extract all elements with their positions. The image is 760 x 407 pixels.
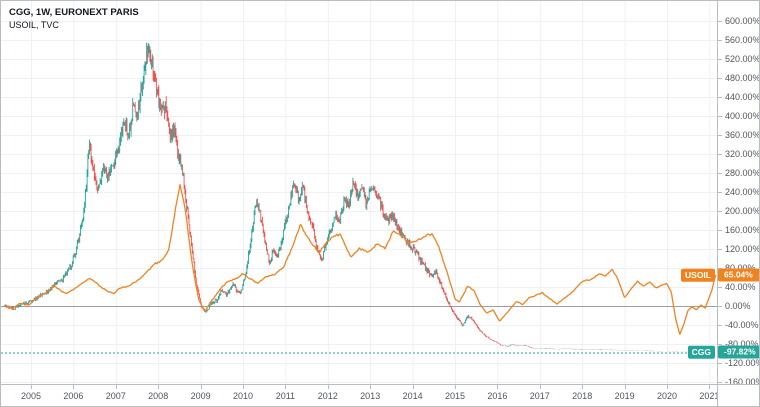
chart-canvas [1, 1, 717, 384]
price-tick-label: 200.00% [725, 206, 760, 216]
time-tick-mark [285, 385, 287, 389]
price-tick-label: 400.00% [725, 111, 760, 121]
price-tick-mark [718, 268, 722, 269]
chart-legend: CGG, 1W, EURONEXT PARIS USOIL, TVC [9, 7, 139, 31]
time-tick-label: 2019 [614, 391, 635, 401]
price-tick-mark [718, 249, 722, 250]
time-tick-label: 2016 [487, 391, 508, 401]
price-tick-label: 160.00% [725, 225, 760, 235]
usoil-line [4, 183, 717, 335]
price-tick-mark [718, 21, 722, 22]
price-tick-mark [718, 78, 722, 79]
price-tick-label: -40.00% [725, 320, 759, 330]
axis-corner [717, 384, 759, 406]
price-tick-label: -120.00% [725, 358, 760, 368]
price-tick-label: 40.00% [725, 282, 756, 292]
price-tick-mark [718, 287, 722, 288]
price-tick-mark [718, 230, 722, 231]
price-tick-mark [718, 325, 722, 326]
time-tick-mark [158, 385, 160, 389]
cgg-candles-up [4, 42, 702, 352]
time-tick-mark [624, 385, 626, 389]
time-tick-label: 2018 [572, 391, 593, 401]
time-tick-label: 2010 [232, 391, 254, 401]
time-axis[interactable]: 2005 2006 2007 2008 2009 2010 2011 2012 2013 2014… [1, 384, 720, 406]
price-tick-mark [718, 40, 722, 41]
time-tick-mark [115, 385, 117, 389]
time-tick-label: 2013 [360, 391, 381, 401]
time-tick-mark [582, 385, 584, 389]
time-tick-mark [327, 385, 329, 389]
time-tick-mark [709, 385, 711, 389]
price-tick-mark [718, 97, 722, 98]
cgg-series-label: CGG [687, 346, 715, 359]
price-tick-mark [718, 135, 722, 136]
price-tick-label: 320.00% [725, 149, 760, 159]
price-tick-mark [718, 116, 722, 117]
price-tick-label: -160.00% [725, 377, 760, 387]
time-tick-mark [370, 385, 372, 389]
price-tick-label: 520.00% [725, 54, 760, 64]
grid [1, 1, 717, 384]
price-tick-label: 480.00% [725, 73, 760, 83]
time-tick-mark [497, 385, 499, 389]
time-tick-label: 2005 [20, 391, 42, 401]
price-tick-mark [718, 306, 722, 307]
time-tick-mark [667, 385, 668, 389]
price-tick-mark [718, 211, 722, 212]
price-tick-mark [718, 363, 722, 364]
price-tick-label: 280.00% [725, 168, 760, 178]
time-tick-label: 2008 [148, 391, 169, 401]
time-tick-label: 2011 [275, 391, 296, 401]
chart-pane[interactable] [1, 1, 717, 384]
time-tick-label: 2014 [402, 391, 423, 401]
time-tick-label: 2006 [63, 391, 84, 401]
time-tick-mark [539, 385, 541, 389]
price-tick-mark [718, 59, 722, 60]
time-tick-label: 2015 [444, 391, 466, 401]
price-tick-label: 80.00% [718, 264, 759, 273]
time-tick-mark [200, 385, 202, 389]
time-tick-label: 2017 [529, 391, 550, 401]
cgg-candles-down [5, 45, 717, 353]
time-tick-label: 2009 [190, 391, 211, 401]
time-tick-mark [31, 385, 32, 389]
price-tick-mark [718, 154, 722, 155]
price-tick-label: 120.00% [725, 244, 760, 254]
time-tick-mark [243, 385, 244, 389]
time-tick-mark [73, 385, 75, 389]
time-tick-label: 2012 [317, 391, 338, 401]
time-tick-label: 2021 [699, 391, 720, 401]
legend-main-symbol[interactable]: CGG, 1W, EURONEXT PARIS [9, 7, 139, 18]
price-tick-label: 240.00% [725, 187, 760, 197]
price-tick-label: 560.00% [725, 35, 760, 45]
time-tick-mark [412, 385, 414, 389]
price-tick-mark [718, 173, 722, 174]
price-tick-label: 600.00% [725, 16, 760, 26]
price-tick-mark [718, 382, 722, 383]
cgg-price-badge: -97.82% [718, 345, 759, 359]
legend-compare-symbol[interactable]: USOIL, TVC [9, 20, 59, 30]
price-tick-label: -80.00% [725, 339, 759, 349]
price-tick-mark [718, 344, 722, 345]
price-tick-mark [718, 192, 722, 193]
usoil-price-badge: 65.04% [718, 268, 759, 282]
price-tick-label: 360.00% [725, 130, 760, 140]
time-tick-label: 2007 [105, 391, 126, 401]
price-axis[interactable]: 600.00% 560.00% 520.00% 480.00% 440.00% 400.0… [717, 1, 760, 387]
price-tick-label: 0.00% [725, 301, 751, 311]
price-tick-label: 440.00% [725, 92, 760, 102]
usoil-series-label: USOIL [681, 268, 715, 282]
time-tick-label: 2020 [656, 391, 678, 401]
time-tick-mark [455, 385, 456, 389]
